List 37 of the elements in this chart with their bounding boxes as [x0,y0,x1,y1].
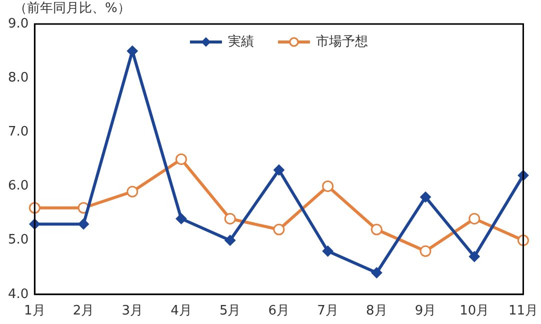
x-tick-label: 10月 [460,304,490,319]
y-tick-label: 6.0 [8,178,29,194]
point [322,180,334,192]
legend-label: 実績 [228,33,254,50]
point [224,212,236,224]
point [176,213,187,224]
point [273,164,284,176]
point [420,192,432,203]
y-tick-label: 4.0 [8,286,29,302]
x-tick-label: 7月 [317,304,338,319]
y-tick-label: 8.0 [8,70,29,86]
x-tick-label: 4月 [170,304,192,319]
x-tick-label: 8月 [366,304,388,319]
x-tick-label: 2月 [72,304,94,319]
y-tick-label: 7.0 [8,124,29,140]
point [224,234,236,246]
y-tick-label: 9.0 [8,16,29,32]
y-tick-label: 5.0 [8,232,29,248]
point [273,224,285,236]
x-tick-label: 5月 [219,304,241,319]
point [126,46,138,57]
y-axis-title: （前年同月比、%） [14,0,130,16]
point [468,251,480,262]
x-tick-label: 1月 [24,304,46,319]
point [420,245,432,257]
point [322,246,334,257]
point [371,267,382,278]
point [126,186,138,198]
x-tick-label: 11月 [508,304,538,319]
x-tick-label: 9月 [414,304,436,319]
legend-label: 市場予想 [316,34,368,50]
x-tick-label: 3月 [122,304,144,319]
point [370,224,382,236]
point [175,153,187,165]
point [78,218,90,230]
x-tick-label: 6月 [268,304,290,319]
point [468,212,480,224]
